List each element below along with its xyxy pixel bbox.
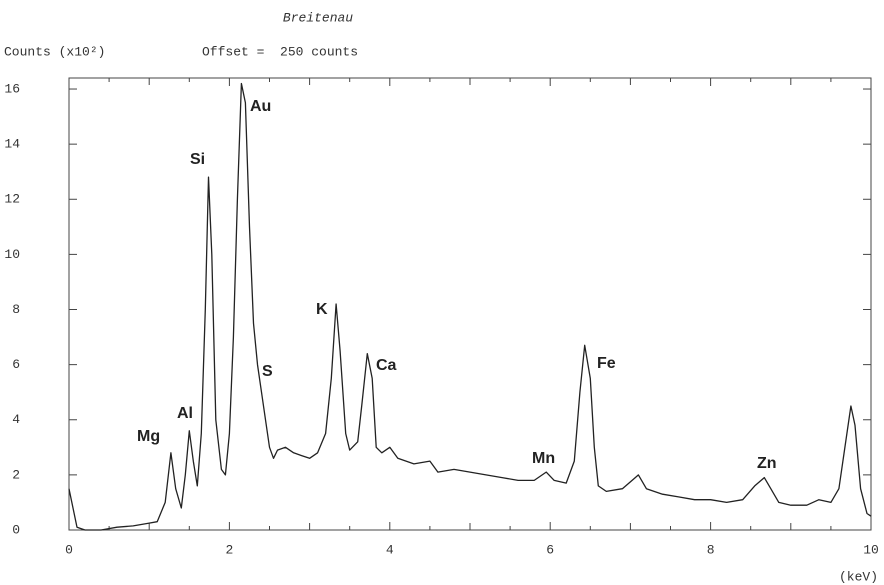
element-label: Ca — [376, 357, 397, 374]
element-label: Al — [177, 405, 193, 422]
subtitle: Offset = 250 counts — [202, 44, 358, 59]
x-tick-label: 4 — [386, 542, 394, 557]
y-tick-label: 2 — [12, 467, 20, 482]
x-tick-label: 2 — [225, 542, 233, 557]
x-tick-label: 8 — [707, 542, 715, 557]
y-tick-label: 8 — [12, 302, 20, 317]
chart-title: Breitenau — [283, 10, 353, 25]
element-label: Si — [190, 151, 205, 168]
spectrum-line — [68, 82, 872, 531]
element-label: Fe — [597, 355, 616, 372]
element-label: S — [262, 363, 273, 380]
element-label: Mn — [532, 450, 555, 467]
y-tick-label: 6 — [12, 357, 20, 372]
y-tick-label: 4 — [12, 412, 20, 427]
element-label: Au — [250, 98, 271, 115]
y-tick-label: 16 — [4, 81, 20, 96]
y-axis-label: Counts (x10²) — [4, 44, 105, 59]
y-tick-label: 10 — [4, 247, 20, 262]
y-tick-label: 14 — [4, 137, 20, 152]
x-tick-label: 6 — [546, 542, 554, 557]
plot-frame — [68, 77, 872, 531]
x-tick-label: 0 — [65, 542, 73, 557]
element-label: K — [316, 301, 328, 318]
x-axis-label: (keV) — [839, 569, 878, 584]
y-tick-label: 12 — [4, 192, 20, 207]
y-tick-label: 0 — [12, 522, 20, 537]
element-label: Zn — [757, 455, 777, 472]
x-tick-label: 10 — [863, 542, 879, 557]
element-label: Mg — [137, 428, 160, 445]
